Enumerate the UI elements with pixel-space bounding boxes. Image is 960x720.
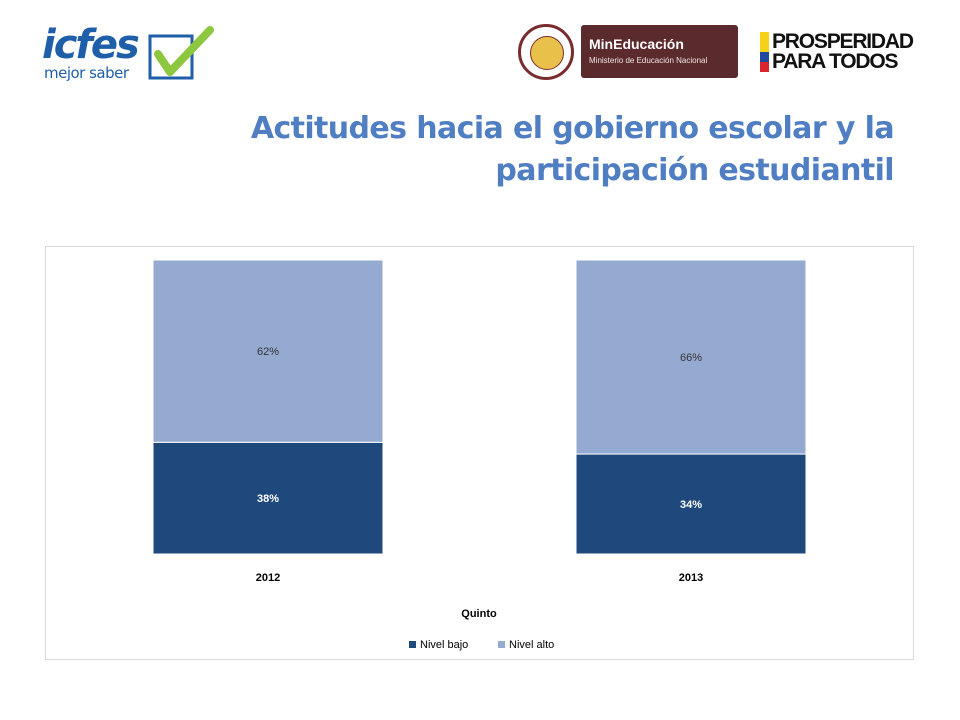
icfes-logo: icfes mejor saber bbox=[40, 22, 220, 84]
legend-swatch-nivel-alto bbox=[498, 641, 505, 648]
mineducacion-logo: MinEducación Ministerio de Educación Nac… bbox=[581, 25, 738, 78]
prosperidad-line1: PROSPERIDAD bbox=[772, 30, 914, 53]
bar-2012-nivel-alto bbox=[152, 259, 384, 443]
prosperidad-logo: PROSPERIDAD PARA TODOS bbox=[760, 30, 925, 75]
colombia-flag-icon bbox=[760, 32, 769, 72]
x-tick-label-2012: 2012 bbox=[256, 572, 280, 584]
legend-label-nivel-alto: Nivel alto bbox=[509, 639, 554, 651]
legend-swatch-nivel-bajo bbox=[409, 641, 416, 648]
x-tick-label-2013: 2013 bbox=[679, 572, 703, 584]
icfes-logo-word: icfes bbox=[42, 22, 140, 68]
page-title: Actitudes hacia el gobierno escolar y la… bbox=[250, 111, 895, 188]
mineducacion-title: MinEducación bbox=[589, 36, 684, 52]
checkmark-icon bbox=[148, 26, 214, 80]
bar-2012-nivel-bajo bbox=[152, 441, 384, 555]
data-label-2013-nivel-bajo: 34% bbox=[680, 499, 702, 511]
mineducacion-subtitle: Ministerio de Educación Nacional bbox=[589, 56, 708, 65]
chart-frame: 38% 62% 2012 34% 66% 2013 Quinto Nivel bajo Nive… bbox=[45, 246, 914, 660]
icfes-logo-tagline: mejor saber bbox=[44, 64, 129, 82]
prosperidad-line2: PARA TODOS bbox=[772, 50, 898, 73]
republic-seal-logo bbox=[518, 24, 574, 80]
data-label-2012-nivel-bajo: 38% bbox=[257, 493, 279, 505]
legend-label-nivel-bajo: Nivel bajo bbox=[420, 639, 468, 651]
bar-2013-nivel-alto bbox=[575, 259, 807, 455]
data-label-2012-nivel-alto: 62% bbox=[257, 346, 279, 358]
bar-2013-nivel-bajo bbox=[575, 453, 807, 555]
x-axis-label: Quinto bbox=[461, 608, 497, 620]
data-label-2013-nivel-alto: 66% bbox=[680, 352, 702, 364]
seal-shield-icon bbox=[530, 36, 564, 70]
stacked-bar-chart: 38% 62% 2012 34% 66% 2013 Quinto Nivel bajo Nive… bbox=[152, 259, 807, 651]
